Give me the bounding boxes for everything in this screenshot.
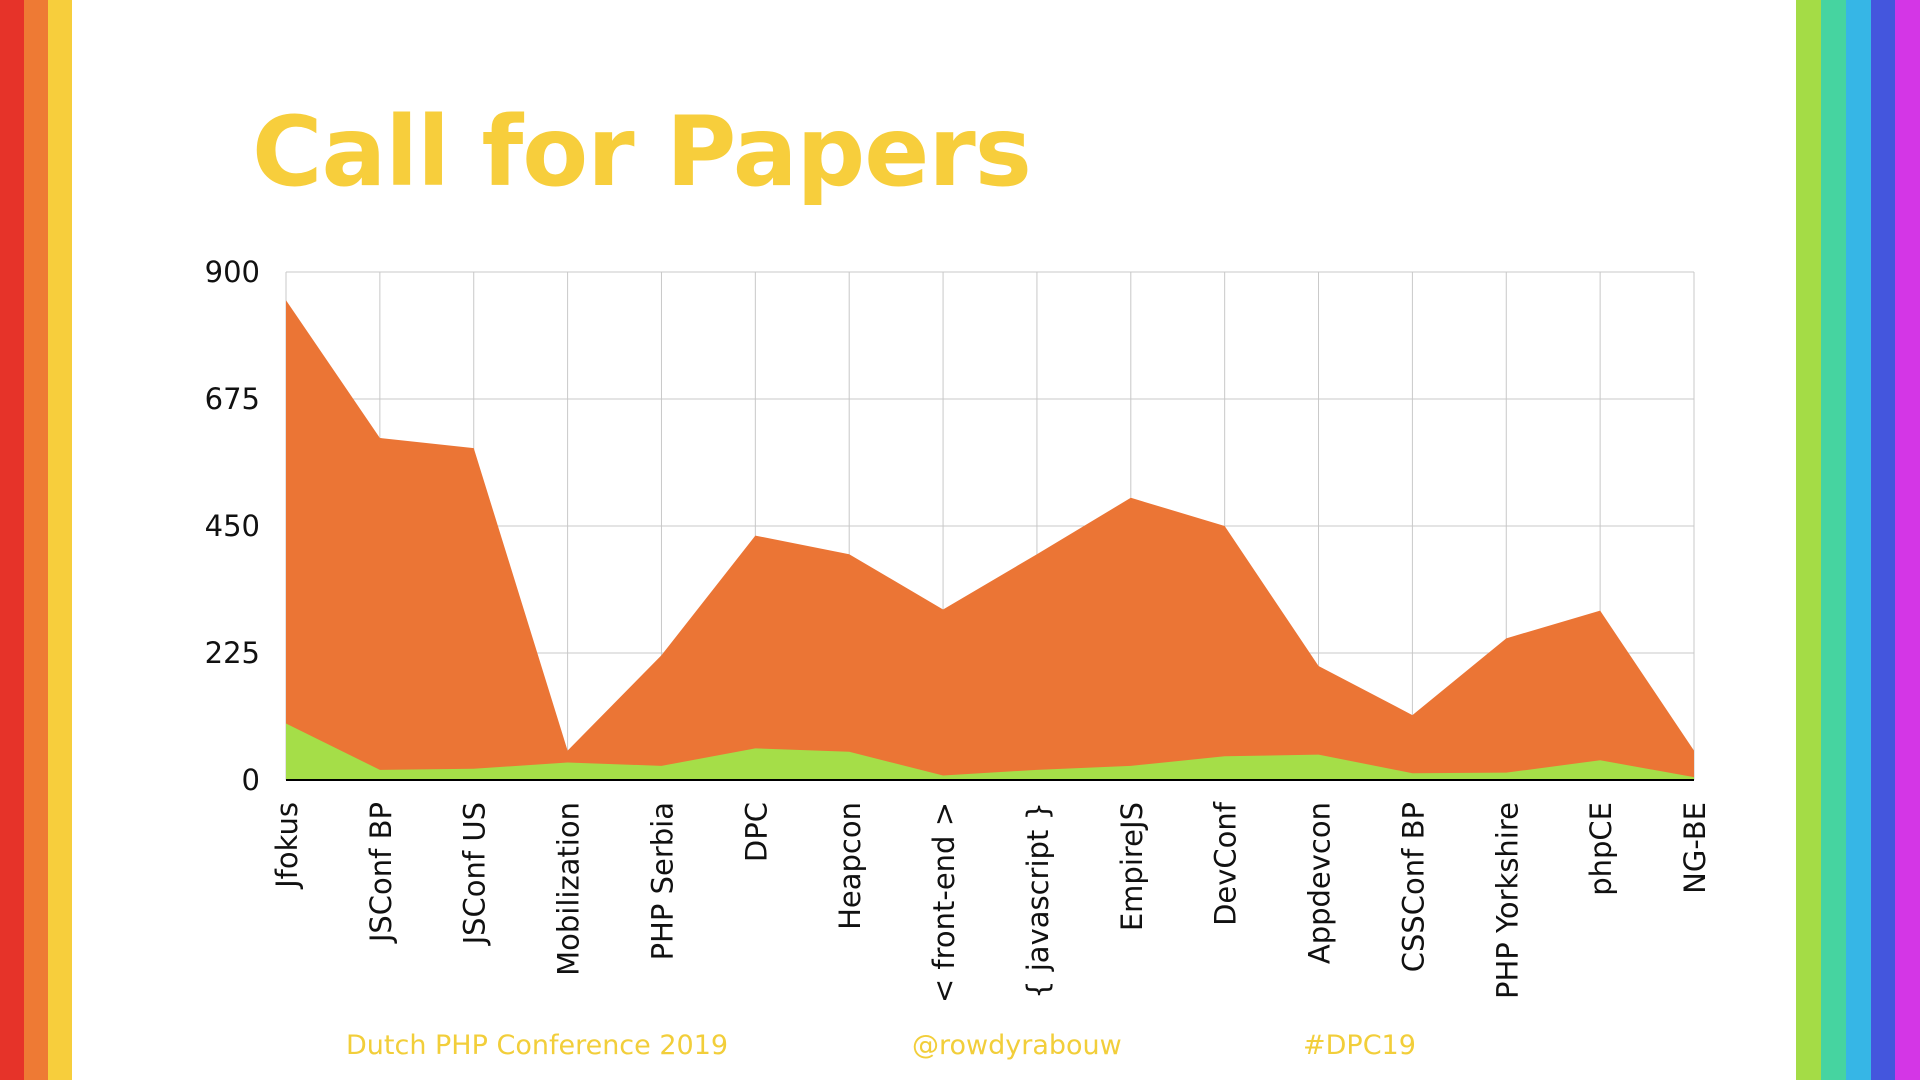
x-tick-label: < front-end >	[927, 802, 961, 1003]
footer-handle: @rowdyrabouw	[912, 1030, 1122, 1061]
area-series-total	[286, 300, 1694, 780]
x-tick-label: Jfokus	[270, 802, 304, 890]
x-tick-label: { javascript }	[1021, 802, 1055, 999]
stripe-cyan	[1846, 0, 1871, 1080]
stripe-magenta	[1895, 0, 1920, 1080]
x-tick-label: JSConf BP	[364, 802, 398, 944]
y-tick-label: 225	[205, 636, 260, 670]
x-tick-label: phpCE	[1584, 802, 1618, 896]
x-tick-label: NG-BE	[1678, 802, 1712, 894]
stripe-yellow	[48, 0, 72, 1080]
stripe-orange	[24, 0, 48, 1080]
slide-title: Call for Papers	[252, 96, 1032, 208]
stripe-teal	[1821, 0, 1846, 1080]
y-tick-label: 0	[242, 763, 260, 797]
x-tick-label: Mobilization	[552, 802, 586, 976]
x-tick-label: Appdevcon	[1303, 802, 1337, 964]
footer-hashtag: #DPC19	[1303, 1030, 1416, 1061]
x-tick-label: PHP Yorkshire	[1490, 802, 1524, 999]
area-series-bottom	[286, 723, 1694, 780]
x-tick-label: DevConf	[1209, 801, 1243, 926]
y-tick-label: 450	[205, 509, 260, 543]
x-tick-label: Heapcon	[833, 802, 867, 930]
x-tick-label: DPC	[739, 802, 773, 862]
x-tick-label: JSConf US	[458, 802, 492, 946]
stripe-blue	[1871, 0, 1895, 1080]
stripe-red	[0, 0, 24, 1080]
x-tick-label: PHP Serbia	[645, 802, 679, 960]
x-tick-label: CSSConf BP	[1396, 802, 1430, 972]
x-tick-label: EmpireJS	[1115, 802, 1149, 931]
footer-conference: Dutch PHP Conference 2019	[346, 1030, 729, 1061]
stripe-green	[1796, 0, 1821, 1080]
y-tick-label: 675	[205, 382, 260, 416]
y-tick-label: 900	[205, 255, 260, 289]
